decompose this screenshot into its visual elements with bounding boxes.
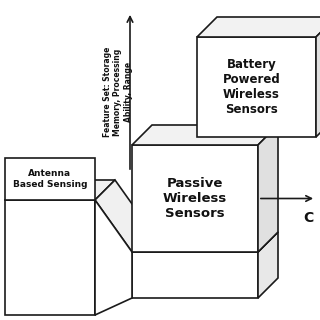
- Polygon shape: [95, 200, 132, 315]
- Polygon shape: [5, 200, 95, 315]
- Polygon shape: [132, 252, 258, 298]
- Polygon shape: [5, 180, 115, 200]
- Text: C: C: [303, 211, 313, 225]
- Text: Passive
Wireless
Sensors: Passive Wireless Sensors: [163, 177, 227, 220]
- Polygon shape: [132, 145, 258, 252]
- Polygon shape: [316, 17, 320, 137]
- Text: Feature Set: Storage
Memory, Processing
Ability, Range: Feature Set: Storage Memory, Processing …: [103, 47, 133, 137]
- Polygon shape: [132, 232, 278, 252]
- Text: Battery
Powered
Wireless
Sensors: Battery Powered Wireless Sensors: [223, 58, 280, 116]
- Polygon shape: [197, 37, 316, 137]
- Polygon shape: [132, 125, 278, 145]
- Text: Antenna
Based Sensing: Antenna Based Sensing: [13, 169, 87, 189]
- Polygon shape: [197, 17, 320, 37]
- Polygon shape: [258, 232, 278, 298]
- Polygon shape: [95, 180, 115, 315]
- Polygon shape: [5, 158, 95, 200]
- Polygon shape: [95, 180, 152, 252]
- Polygon shape: [258, 125, 278, 252]
